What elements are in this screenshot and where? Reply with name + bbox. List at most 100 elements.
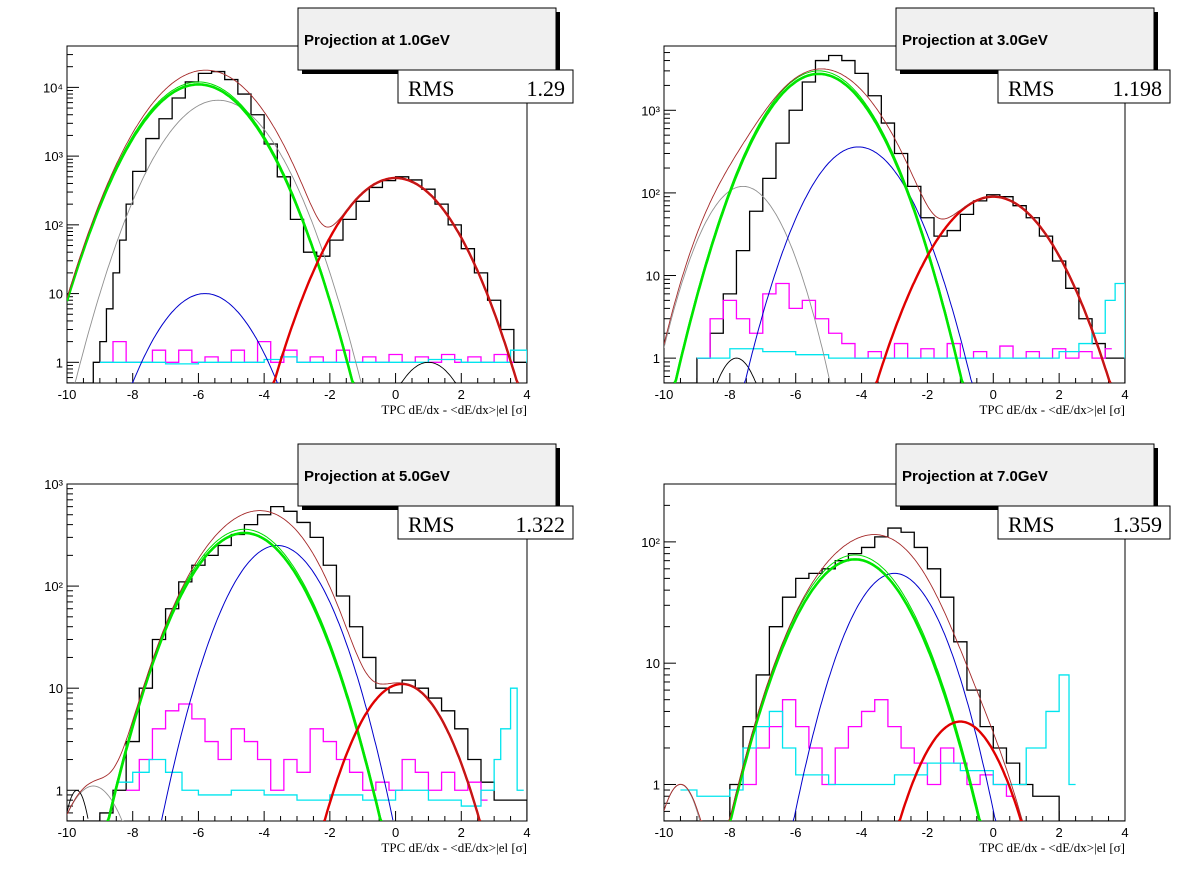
x-tick-label: 4 <box>523 387 530 402</box>
x-axis-label: TPC dE/dx - <dE/dx>|el [σ] <box>381 402 527 417</box>
y-tick-label: 10 <box>646 656 660 671</box>
hist-series-2 <box>696 282 1112 359</box>
title-box <box>297 443 557 507</box>
x-tick-label: 4 <box>1121 825 1128 840</box>
red-gaussian <box>897 720 1023 821</box>
gray-gaussian <box>664 185 831 382</box>
blue-gaussian <box>792 572 997 821</box>
x-tick-label: 2 <box>458 825 465 840</box>
hist-series-1 <box>664 527 1125 821</box>
stats-value: 1.322 <box>516 512 566 537</box>
plot-title: Projection at 1.0GeV <box>304 32 450 49</box>
stats-label: RMS <box>408 512 454 537</box>
stats-value: 1.359 <box>1113 512 1163 537</box>
title-box <box>895 7 1155 71</box>
hist-series-3 <box>99 349 527 365</box>
plot-panel-1: -10 -8 -6 -4 -2 0 2 4 1 10 10² 10³ 10⁴ TPC dE/dx - <d… <box>43 7 574 417</box>
x-tick-label: -6 <box>790 825 802 840</box>
stats-box <box>997 69 1171 104</box>
stats-value: 1.29 <box>527 76 566 101</box>
x-tick-label: -4 <box>856 387 868 402</box>
y-tick-label: 10³ <box>44 149 63 164</box>
total-fit <box>664 68 1111 383</box>
x-tick-label: -8 <box>127 387 139 402</box>
x-axis-label: TPC dE/dx - <dE/dx>|el [σ] <box>979 402 1125 417</box>
x-tick-label: -10 <box>655 387 674 402</box>
y-tick-label: 1 <box>653 777 660 792</box>
plot-area <box>67 505 527 821</box>
x-tick-label: -10 <box>58 387 77 402</box>
plot-area <box>664 54 1125 383</box>
x-tick-label: -8 <box>724 387 736 402</box>
plot-title: Projection at 3.0GeV <box>902 32 1048 49</box>
plot-panel-3: -10 -8 -6 -4 -2 0 2 4 1 10 10² 10³ TPC dE/dx - <dE/d… <box>44 443 574 855</box>
blue-gaussian <box>131 293 279 383</box>
total-fit <box>664 534 1024 821</box>
stats-box <box>997 505 1171 540</box>
red-gaussian <box>875 195 1112 383</box>
black-gaussian <box>399 361 458 383</box>
hist-series-3 <box>680 674 1076 797</box>
x-tick-label: -2 <box>324 825 336 840</box>
y-tick-label: 1 <box>56 783 63 798</box>
title-box <box>297 7 557 71</box>
stats-label: RMS <box>1008 76 1054 101</box>
y-tick-label: 10³ <box>44 477 63 492</box>
y-tick-label: 10³ <box>641 103 660 118</box>
x-tick-label: -6 <box>193 387 205 402</box>
x-axis-label: TPC dE/dx - <dE/dx>|el [σ] <box>979 840 1125 855</box>
plot-area <box>67 69 527 383</box>
x-tick-label: -2 <box>922 825 934 840</box>
hist-series-2 <box>743 699 1014 797</box>
green-gaussian <box>67 83 355 383</box>
x-tick-label: -2 <box>922 387 934 402</box>
gray-gaussian <box>74 99 362 383</box>
stats-box <box>397 505 574 540</box>
hist-series-2 <box>126 703 488 801</box>
red-gaussian <box>272 176 519 383</box>
x-tick-label: -6 <box>193 825 205 840</box>
blue-gaussian <box>743 146 973 383</box>
x-tick-label: -10 <box>58 825 77 840</box>
hist-series-3 <box>116 687 524 807</box>
x-tick-label: 0 <box>990 825 997 840</box>
blue-gaussian <box>161 545 394 821</box>
y-tick-label: 10 <box>49 681 63 696</box>
y-tick-label: 10² <box>641 535 660 550</box>
y-tick-label: 10 <box>646 269 660 284</box>
hist-series-3 <box>696 282 1125 359</box>
x-tick-label: -2 <box>324 387 336 402</box>
y-tick-label: 10 <box>49 287 63 302</box>
x-tick-label: 2 <box>1056 825 1063 840</box>
stats-label: RMS <box>408 76 454 101</box>
green-gaussian-thin <box>67 81 354 383</box>
x-tick-label: 0 <box>392 387 399 402</box>
green-gaussian <box>106 531 383 821</box>
x-tick-label: -4 <box>856 825 868 840</box>
x-tick-label: -8 <box>724 825 736 840</box>
black-gaussian <box>716 357 757 383</box>
plot-title: Projection at 7.0GeV <box>902 468 1048 485</box>
stats-label: RMS <box>1008 512 1054 537</box>
plot-panel-2: -10 -8 -6 -4 -2 0 2 4 1 10 10² 10³ TPC dE/dx - <dE/d… <box>641 7 1171 417</box>
gray-gaussian <box>67 785 124 821</box>
hist-series-1 <box>67 505 527 821</box>
x-tick-label: 4 <box>523 825 530 840</box>
y-tick-label: 1 <box>653 351 660 366</box>
hist-series-1 <box>67 70 527 383</box>
y-tick-label: 10² <box>44 218 63 233</box>
x-tick-label: -6 <box>790 387 802 402</box>
x-axis-label: TPC dE/dx - <dE/dx>|el [σ] <box>381 840 527 855</box>
x-tick-label: -4 <box>258 825 270 840</box>
total-fit <box>67 69 519 383</box>
stats-value: 1.198 <box>1113 76 1163 101</box>
x-tick-label: 2 <box>1056 387 1063 402</box>
stats-box <box>397 69 574 104</box>
plot-title: Projection at 5.0GeV <box>304 468 450 485</box>
y-tick-label: 10² <box>44 579 63 594</box>
x-tick-label: 4 <box>1121 387 1128 402</box>
title-box <box>895 443 1155 507</box>
x-tick-label: 2 <box>458 387 465 402</box>
